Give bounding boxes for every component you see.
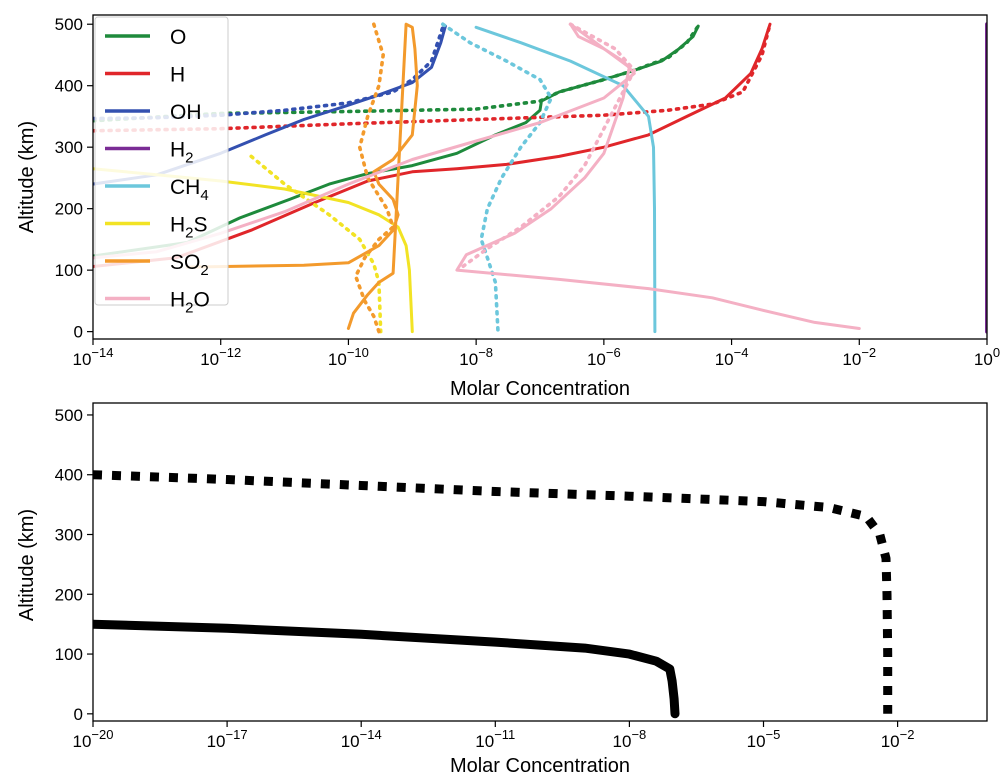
legend-label-h2o: H2O xyxy=(170,289,210,317)
x-tick-label: 10−6 xyxy=(587,345,621,369)
series-o-dotted-line xyxy=(93,24,700,123)
series-h2o-dotted-line xyxy=(460,22,637,269)
y-tick-label: 500 xyxy=(55,406,83,425)
plot-frame-bottom xyxy=(92,402,988,722)
x-tick-label: 10−2 xyxy=(842,345,876,369)
x-tick-label: 10−5 xyxy=(747,727,781,751)
x-tick-label: 10−20 xyxy=(73,727,114,751)
legend-top: OH OH H2 CH4 H2S SO2 H2O xyxy=(94,16,229,317)
y-tick-label: 0 xyxy=(74,705,83,724)
x-axis-ticks-top: 10−14 10−12 10−10 10−8 10−6 10−4 10−2 100 xyxy=(73,339,1000,369)
x-tick-label: 10−8 xyxy=(613,727,647,751)
x-tick-label: 10−2 xyxy=(881,727,915,751)
legend-box xyxy=(94,16,229,306)
x-tick-label: 10−17 xyxy=(207,727,248,751)
series-solid-line xyxy=(93,619,680,719)
y-tick-label: 0 xyxy=(74,323,83,342)
x-tick-label: 10−10 xyxy=(328,345,369,369)
legend-label-o: O xyxy=(170,26,186,49)
series-oh-dotted-line xyxy=(93,25,445,121)
y-axis-ticks-top: 0 100 200 300 400 500 xyxy=(55,15,93,342)
y-tick-label: 200 xyxy=(55,585,83,604)
series-ch4-dotted-line xyxy=(441,22,553,334)
legend-label-h2s: H2S xyxy=(170,214,208,242)
x-tick-label: 10−11 xyxy=(475,727,515,751)
chart-bottom: 10−20 10−17 10−14 10−11 10−8 10−5 10−2 0 100 200… xyxy=(16,402,988,777)
x-tick-label: 10−8 xyxy=(459,345,493,369)
legend-label-so2: SO2 xyxy=(170,251,209,279)
series-group-bottom xyxy=(93,470,893,719)
series-ch4-line xyxy=(474,25,657,334)
y-axis-label-bottom: Altitude (km) xyxy=(16,509,38,621)
y-axis-label-top: Altitude (km) xyxy=(16,121,38,233)
x-tick-label: 10−12 xyxy=(200,345,241,369)
x-tick-label: 10−14 xyxy=(73,345,114,369)
y-tick-label: 300 xyxy=(55,526,83,545)
series-so2-line xyxy=(185,22,419,330)
x-axis-label-bottom: Molar Concentration xyxy=(450,755,630,777)
y-tick-label: 200 xyxy=(55,200,83,219)
y-tick-label: 100 xyxy=(55,645,83,664)
x-tick-label: 10−4 xyxy=(715,345,749,369)
x-axis-label-top: Molar Concentration xyxy=(450,378,630,400)
y-tick-label: 300 xyxy=(55,138,83,157)
legend-label-oh: OH xyxy=(170,101,202,124)
series-group-top xyxy=(93,22,987,334)
series-so2-dotted-line xyxy=(353,22,395,334)
y-tick-label: 500 xyxy=(55,15,83,34)
x-tick-label: 10−14 xyxy=(341,727,382,751)
y-tick-label: 400 xyxy=(55,466,83,485)
x-tick-label: 100 xyxy=(974,345,1000,369)
y-axis-ticks-bottom: 0 100 200 300 400 500 xyxy=(55,406,93,724)
series-dotted-line xyxy=(93,470,893,714)
y-tick-label: 100 xyxy=(55,261,83,280)
series-h-line xyxy=(93,22,772,269)
plot-frame-top xyxy=(92,14,988,340)
legend-label-h: H xyxy=(170,64,185,87)
y-tick-label: 400 xyxy=(55,77,83,96)
legend-label-ch4: CH4 xyxy=(170,176,209,204)
legend-label-h2: H2 xyxy=(170,139,194,167)
x-axis-ticks-bottom: 10−20 10−17 10−14 10−11 10−8 10−5 10−2 xyxy=(73,721,915,751)
series-h2o-line xyxy=(93,22,861,330)
